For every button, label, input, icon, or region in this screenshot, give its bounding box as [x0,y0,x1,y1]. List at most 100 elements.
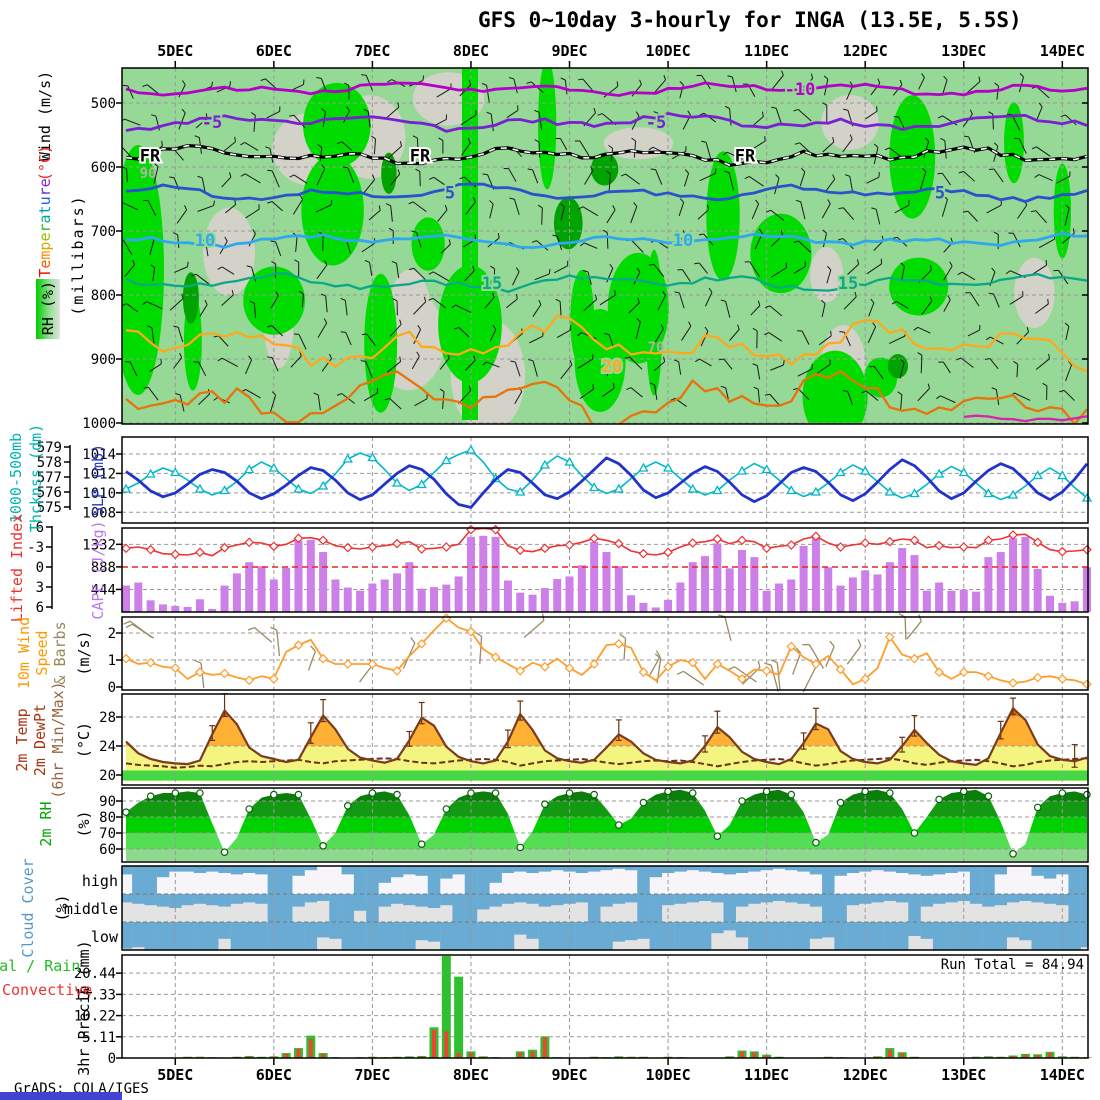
wind-barb-flag [650,168,656,171]
wind-barb [490,114,494,132]
cloud-bar [230,922,244,950]
cloud-panel [122,866,1088,950]
wind-barb-flag [320,293,326,297]
wind-barb-flag [771,106,777,109]
wind-barb [147,200,157,217]
precip-convective-bar [468,1053,473,1058]
cloud-bar [292,866,305,876]
wind-barb [345,332,352,346]
temp-tick-label: 20 [99,768,116,784]
cloud-bar [1031,922,1044,950]
wind-barb-flag [444,204,448,210]
wind-barb [344,300,348,316]
wind-barb-flag [271,391,277,396]
wind-barb-flag [674,291,680,294]
rh-marker [1033,803,1042,812]
cloud-bar [526,866,539,873]
millibars-label: (millibars) [69,194,87,316]
wind-barb [221,357,239,368]
cape-bar [565,576,574,612]
lifted-index-line [125,527,1088,557]
li-marker [638,548,649,559]
wind-barb [865,110,878,120]
wind-barb-flag [577,78,584,81]
li-marker [884,536,895,547]
cloud-bar [353,922,367,950]
cape-bar [996,552,1005,612]
thickness-marker [120,483,132,493]
contour-label: 15 [482,274,502,294]
cloud-bar [822,894,835,922]
cloud-bar [698,922,712,950]
wind-barb-flag [649,382,655,386]
wind-barb-flag [832,174,836,180]
rh-marker [639,798,648,807]
cape-bar [183,606,192,612]
cape-bar [134,582,143,612]
cloud-bar [994,894,1008,906]
cape-bar [910,555,919,612]
cape-bar [799,545,808,612]
wind-barb-flag [408,201,414,205]
wind-speed-marker [712,659,723,669]
total-rain-legend: Total / Rain [0,957,81,975]
wind-barb-flag [213,335,219,338]
cloud-bar [132,894,145,904]
li-marker [835,542,846,552]
wind-barb [1034,303,1049,314]
wind-barb-flag [653,111,659,114]
wind-barb-flag [194,135,200,139]
wind-speed-marker [638,667,649,677]
rh-marker [122,808,130,817]
wind-speed-marker [687,657,698,668]
wind-barb [177,234,180,249]
wind-barb [325,295,328,313]
thickness-marker [761,464,772,474]
thickness-marker [613,483,624,493]
cloud-bars-layer [122,866,1088,950]
cloud-bar [1056,894,1069,906]
wind-barb-flag [552,234,558,237]
precip-convective-bar [1011,1055,1016,1058]
wind-barb [253,303,257,318]
contour-label: 5 [445,184,455,204]
cloud-bar [122,894,133,903]
wind-barb [126,168,128,183]
cloud-bar [908,922,921,936]
cloud-bar [883,866,897,872]
cloud-bar [551,866,564,871]
wind-barb [901,266,905,282]
wind-barb [822,233,827,248]
wind-barb [1009,295,1024,305]
cloud-bar [341,922,355,950]
cape-bar [1082,567,1091,612]
wind-barb [270,295,279,309]
wind10m-label-line2: Speed [33,630,51,676]
cloud-bar [329,922,342,939]
wind-barb-flag [412,135,418,139]
wind-barb [963,171,975,182]
cloud-bar [760,894,773,903]
slp-line [125,456,1089,509]
wind-barb-flag [548,268,551,274]
wind-barb [606,232,609,249]
wind-barb-flag [228,172,232,178]
cloud-bar [427,922,441,942]
thickness-marker [638,462,649,472]
wind-barb-flag [724,170,730,174]
precip-convective-bar [432,1029,436,1058]
wind-barb-flag [142,84,148,87]
wind-barb-flag [679,81,684,86]
wind-barb-flag [231,289,234,296]
precip-convective-bar [530,1051,535,1058]
wind-speed-marker [121,653,131,664]
wind-barb-flag [792,387,799,391]
wind-barb [866,176,880,184]
cape-bar [220,585,229,612]
li-marker [1082,544,1092,555]
cloud-bar [403,866,416,875]
wind-barb-flag [492,324,497,330]
wind-barb [1036,86,1050,99]
thickness-tick-label: 579 [37,440,62,456]
wind-barb-flag [371,135,376,140]
